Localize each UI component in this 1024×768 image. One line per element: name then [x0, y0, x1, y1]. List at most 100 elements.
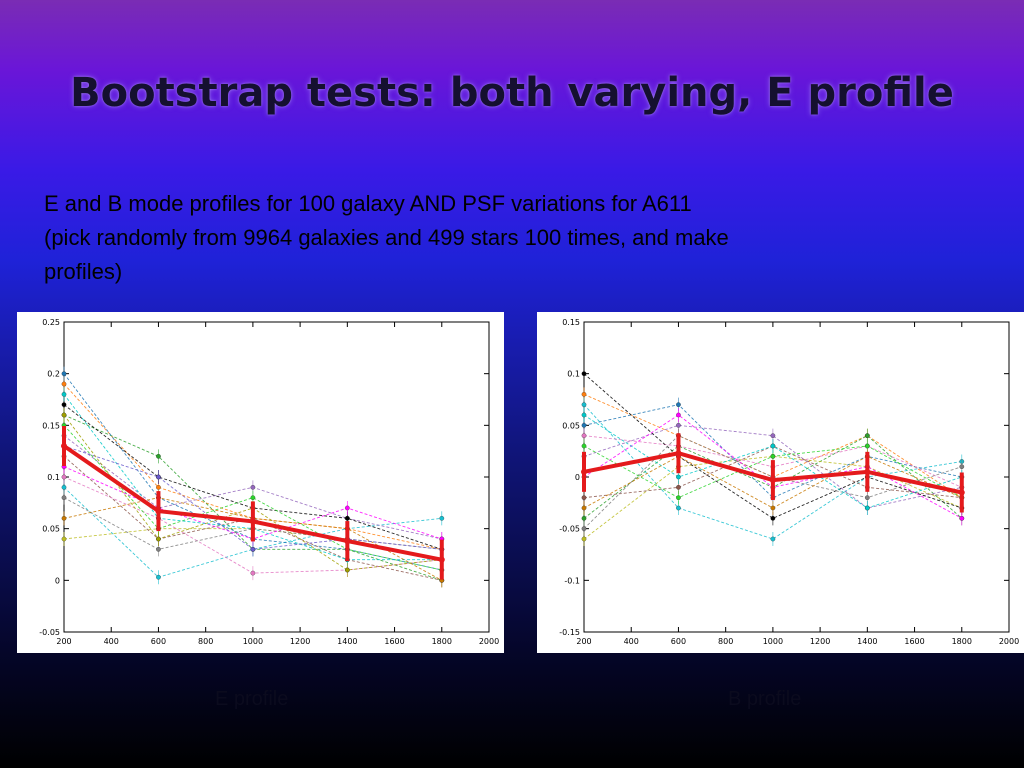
e-mean-point	[344, 538, 351, 545]
e-bootstrap-line	[63, 373, 442, 571]
b-ytick-label: -0.1	[564, 576, 580, 585]
b-xtick-label: 1400	[857, 637, 877, 646]
e-bootstrap-point	[250, 484, 256, 490]
e-xtick-label: 2000	[479, 637, 499, 646]
e-xtick-label: 1000	[243, 637, 263, 646]
e-ytick-label: 0.1	[47, 473, 60, 482]
e-bootstrap-point	[344, 515, 350, 521]
e-bootstrap-point	[61, 515, 67, 521]
b-mean-point	[769, 477, 776, 484]
e-bootstrap-point	[344, 567, 350, 573]
b-bootstrap-point	[581, 505, 587, 511]
b-mean-point	[581, 468, 587, 475]
e-ytick-label: 0	[55, 576, 60, 585]
e-mean-point	[249, 518, 256, 525]
b-bootstrap-point	[864, 433, 870, 439]
e-bootstrap-point	[61, 402, 67, 408]
e-bootstrap-point	[61, 495, 67, 501]
e-ytick-label: -0.05	[39, 628, 60, 637]
e-bootstrap-point	[61, 474, 67, 480]
b-bootstrap-point	[770, 453, 776, 459]
b-profile-chart-panel: -0.15 -0.1 -0.05 0 0.05 0.1 0.15 200 400 600 800 10…	[537, 312, 1024, 653]
e-bootstrap-point	[250, 546, 256, 552]
e-xtick-label: 1800	[432, 637, 452, 646]
body-line-3: profiles)	[44, 259, 123, 284]
e-xtick-label: 1200	[290, 637, 310, 646]
e-bootstrap-point	[61, 536, 67, 542]
b-bootstrap-point	[676, 484, 681, 490]
b-bootstrap-point	[581, 443, 587, 449]
slide-body: E and B mode profiles for 100 galaxy AND…	[44, 187, 964, 289]
e-xtick-label: 1600	[384, 637, 404, 646]
e-bootstrap-point	[61, 484, 67, 490]
b-xtick-label: 400	[624, 637, 639, 646]
b-bootstrap-point	[770, 433, 776, 439]
b-bootstrap-point	[581, 536, 587, 542]
b-bootstrap-point	[676, 422, 681, 428]
e-ytick-label: 0.25	[42, 318, 60, 327]
e-mean-point	[61, 443, 67, 449]
b-ytick-label: 0.15	[562, 318, 580, 327]
e-ytick-label: 0.15	[42, 421, 60, 430]
b-mean-point	[958, 489, 965, 496]
slide-title: Bootstrap tests: both varying, E profile	[70, 70, 954, 116]
b-bootstrap-point	[676, 412, 681, 418]
e-xtick-label: 600	[151, 637, 166, 646]
body-line-1: E and B mode profiles for 100 galaxy AND…	[44, 191, 692, 216]
b-bootstrap-point	[770, 515, 776, 521]
b-ytick-label: 0	[575, 473, 580, 482]
b-bootstrap-point	[864, 443, 870, 449]
b-mean-point	[675, 450, 682, 457]
e-mean-point	[438, 556, 445, 563]
b-bootstrap-point	[581, 515, 587, 521]
e-bootstrap-line	[63, 383, 442, 550]
e-profile-chart-panel: -0.05 0 0.05 0.1 0.15 0.2 0.25 200 400 600 800 1000…	[17, 312, 504, 653]
b-ytick-label: -0.05	[559, 525, 580, 534]
e-xtick-label: 400	[104, 637, 119, 646]
b-bootstrap-point	[581, 371, 587, 377]
b-bootstrap-point	[581, 526, 587, 532]
b-bootstrap-point	[581, 402, 587, 408]
b-bootstrap-line	[583, 445, 962, 499]
b-bootstrap-point	[676, 474, 681, 480]
b-xtick-label: 800	[718, 637, 733, 646]
e-bootstrap-point	[156, 453, 161, 459]
b-bootstrap-point	[959, 515, 965, 521]
e-bootstrap-point	[61, 381, 67, 387]
b-bootstrap-point	[770, 536, 776, 542]
b-bootstrap-point	[581, 495, 587, 501]
e-xtick-label: 1400	[337, 637, 357, 646]
b-ytick-label: 0.1	[567, 370, 580, 379]
e-bootstrap-point	[61, 391, 67, 397]
b-bootstrap-point	[676, 495, 681, 501]
b-ytick-label: -0.15	[559, 628, 580, 637]
b-mean-point	[864, 468, 871, 475]
b-xtick-label: 1800	[952, 637, 972, 646]
b-bootstrap-point	[581, 391, 587, 397]
e-plot-frame	[63, 321, 490, 633]
e-bootstrap-point	[61, 412, 67, 418]
b-bootstrap-point	[770, 443, 776, 449]
e-bootstrap-point	[156, 474, 161, 480]
e-xtick-label: 200	[56, 637, 71, 646]
b-xtick-label: 1600	[904, 637, 924, 646]
b-bootstrap-point	[581, 412, 587, 418]
b-bootstrap-point	[864, 495, 870, 501]
e-profile-chart: -0.05 0 0.05 0.1 0.15 0.2 0.25 200 400 600 800 1000…	[39, 318, 499, 646]
e-ytick-label: 0.2	[47, 370, 60, 379]
b-bootstrap-point	[770, 505, 776, 511]
b-bootstrap-point	[959, 464, 965, 470]
e-bootstrap-point	[156, 484, 161, 490]
e-bootstrap-point	[250, 495, 256, 501]
body-line-2: (pick randomly from 9964 galaxies and 49…	[44, 225, 729, 250]
b-xtick-label: 1000	[763, 637, 783, 646]
b-bootstrap-point	[581, 422, 587, 428]
e-bootstrap-point	[250, 570, 256, 576]
b-profile-caption: B profile	[728, 688, 802, 710]
b-bootstrap-point	[676, 505, 681, 511]
e-bootstrap-point	[156, 546, 161, 552]
b-ytick-label: 0.05	[562, 421, 580, 430]
e-bootstrap-point	[439, 515, 445, 521]
b-bootstrap-point	[581, 433, 587, 439]
e-bootstrap-point	[344, 505, 350, 511]
